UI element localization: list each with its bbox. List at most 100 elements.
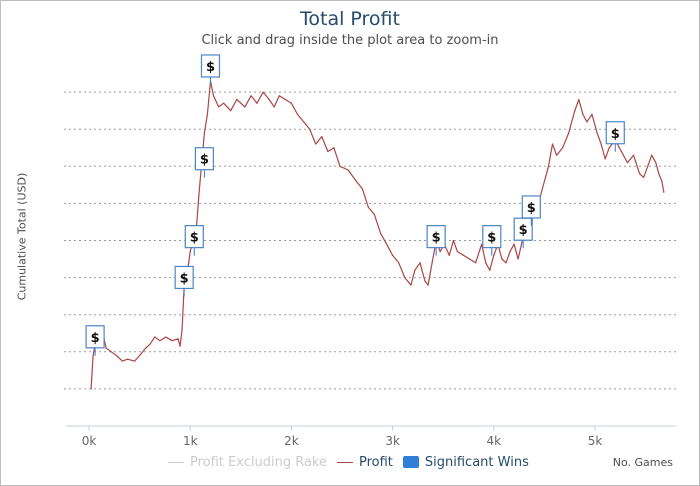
data-point (505, 262, 507, 264)
data-point (658, 173, 660, 175)
data-point (541, 187, 544, 190)
significant-win-marker[interactable]: $ (85, 325, 105, 356)
legend-label: Profit (358, 454, 393, 470)
data-point (171, 340, 173, 342)
data-point (493, 254, 495, 256)
marker-box (200, 54, 221, 78)
data-point (268, 98, 270, 101)
data-point (591, 113, 593, 115)
legend-line-icon (168, 461, 184, 463)
marker-label: $ (519, 223, 528, 238)
data-point (154, 336, 156, 338)
data-point (620, 150, 622, 153)
series-line-profit (90, 80, 665, 389)
data-point (647, 165, 649, 167)
x-tick-label: 3k (385, 434, 400, 448)
data-point (643, 176, 645, 179)
marker-label: $ (611, 127, 620, 142)
data-point (212, 95, 215, 97)
marker-label: $ (432, 231, 441, 246)
significant-win-marker[interactable]: $ (605, 121, 625, 152)
data-point (290, 102, 293, 104)
data-point (315, 143, 317, 145)
data-point (661, 180, 663, 182)
data-point (273, 106, 275, 108)
data-point (115, 354, 117, 357)
legend-item-significant-wins[interactable]: Significant Wins (402, 455, 529, 470)
data-point (339, 165, 341, 167)
data-point (547, 165, 550, 167)
significant-win-marker[interactable]: $ (521, 195, 541, 226)
data-point (485, 262, 487, 264)
data-point (456, 251, 459, 253)
data-point (121, 360, 124, 362)
data-point (604, 158, 606, 160)
data-point (373, 213, 376, 216)
data-point (562, 147, 564, 149)
data-point (90, 388, 92, 390)
axes: 0k 1k 2k 3k 4k 5k (66, 425, 676, 448)
marker-box (85, 325, 105, 349)
legend-item-profit[interactable]: Profit (336, 454, 393, 470)
marker-label: $ (206, 60, 215, 75)
marker-label: $ (487, 231, 496, 246)
data-point (262, 91, 264, 93)
marker-box (605, 121, 625, 145)
x-tick-label: 0k (82, 434, 97, 448)
marker-box (184, 225, 204, 249)
significant-win-marker[interactable]: $ (482, 225, 502, 256)
marker-label: $ (180, 271, 189, 286)
series-lines (90, 80, 665, 390)
significant-win-marker[interactable]: $ (513, 217, 533, 249)
data-point (139, 354, 141, 357)
data-point (481, 243, 483, 245)
marker-box (174, 265, 194, 290)
significant-win-marker[interactable]: $ (184, 225, 204, 256)
data-point (333, 147, 335, 149)
data-point (475, 262, 477, 264)
data-point (663, 191, 665, 193)
legend-swatch-icon (402, 456, 419, 468)
data-point (424, 280, 426, 282)
data-point (165, 336, 167, 338)
data-point (568, 132, 570, 134)
significant-win-marker[interactable]: $ (174, 265, 194, 297)
data-point (638, 173, 641, 175)
significant-win-marker[interactable]: $ (194, 147, 215, 178)
significant-win-marker[interactable]: $ (426, 225, 446, 256)
gridlines (64, 91, 676, 390)
marker-label: $ (527, 201, 536, 216)
data-point (586, 121, 588, 123)
significant-win-markers[interactable]: $ $ $ $ $ $ $ $ $ $ (85, 54, 625, 356)
data-point (655, 161, 657, 164)
data-point (256, 102, 258, 104)
data-point (230, 110, 232, 112)
marker-label: $ (200, 153, 209, 168)
data-point (427, 284, 429, 286)
data-point (296, 113, 299, 115)
legend-item-profit-excluding-rake[interactable]: Profit Excluding Rake (168, 455, 327, 470)
data-point (92, 354, 94, 357)
data-point (347, 169, 349, 171)
significant-win-marker[interactable]: $ (200, 54, 221, 85)
data-point (236, 98, 238, 101)
data-point (159, 340, 161, 342)
data-point (468, 258, 471, 260)
data-point (133, 360, 136, 362)
data-point (462, 254, 465, 256)
data-point (398, 262, 400, 264)
data-point (321, 136, 323, 138)
legend-label: Profit Excluding Rake (190, 454, 327, 470)
data-point (149, 343, 151, 345)
data-point (410, 284, 412, 286)
data-point (414, 269, 416, 271)
marker-box (426, 225, 446, 249)
data-point (555, 154, 558, 156)
x-tick-label: 1k (183, 434, 198, 448)
data-point (126, 358, 129, 360)
data-point (284, 98, 286, 101)
data-point (179, 345, 181, 347)
data-point (404, 277, 406, 279)
chart-title: Total Profit (300, 8, 400, 30)
